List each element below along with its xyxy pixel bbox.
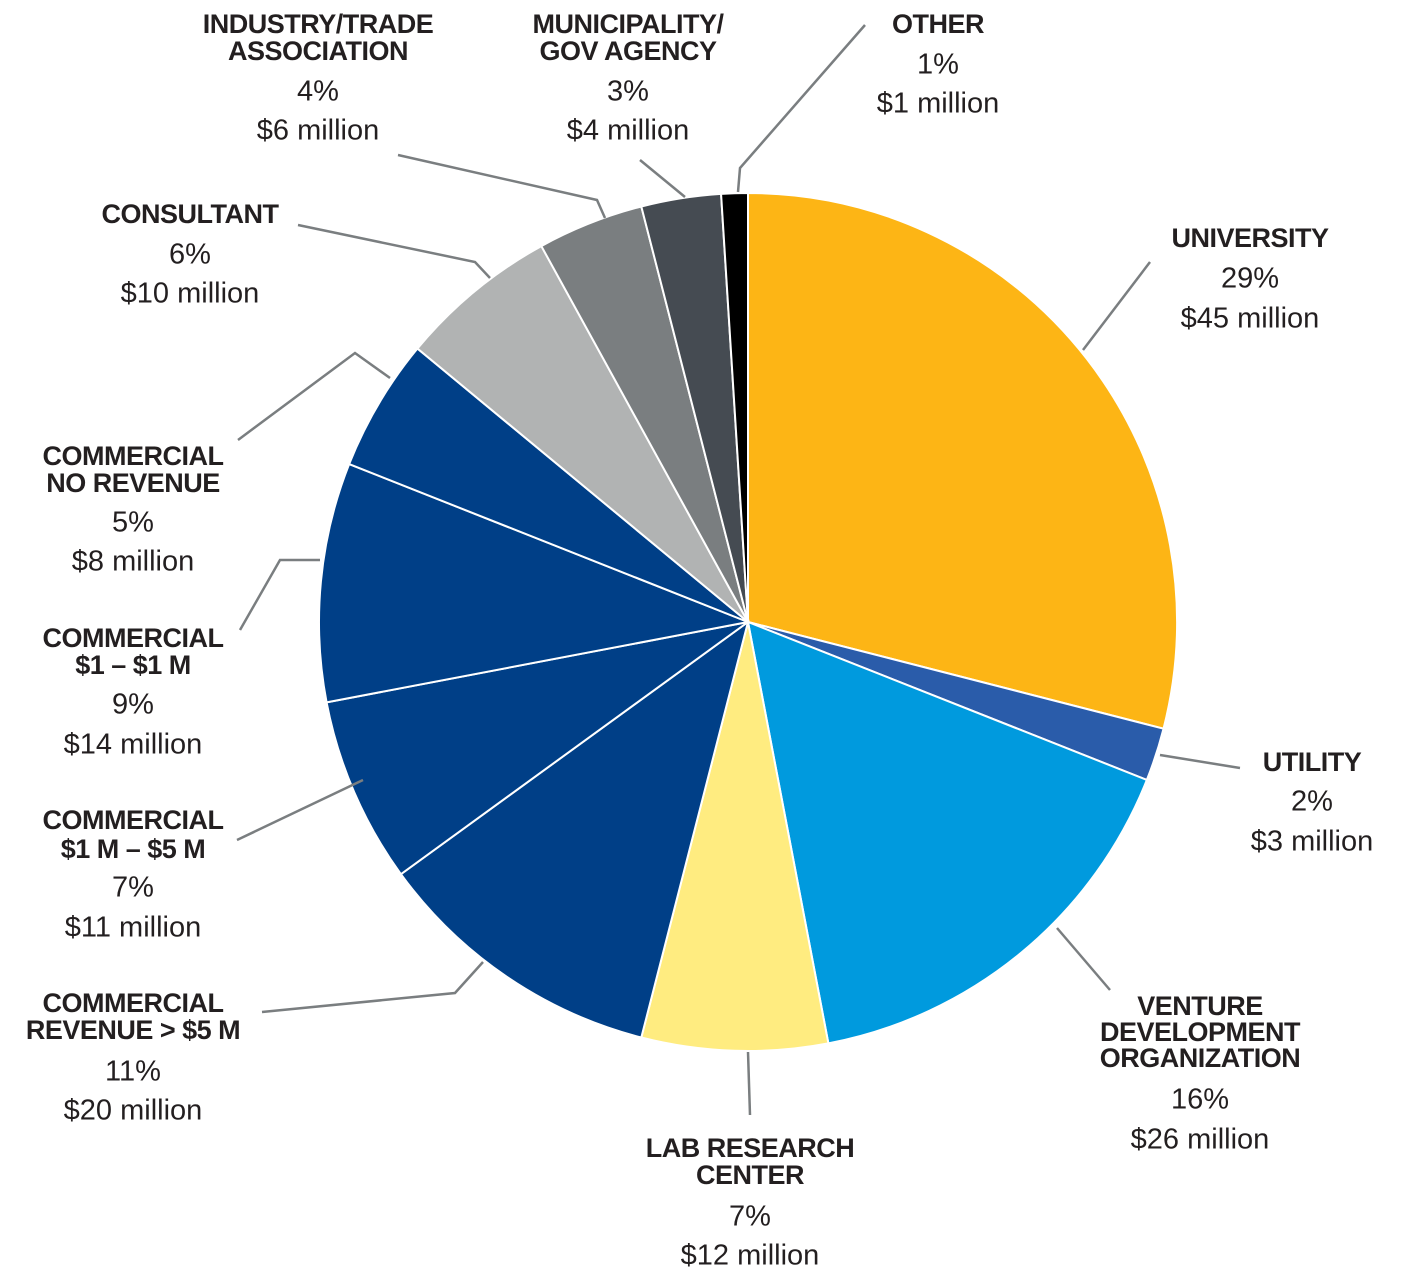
slice-label: ORGANIZATION [1100,1043,1300,1073]
percent-label: 6% [169,239,211,271]
slice-label: GOV AGENCY [539,36,717,66]
slice-label: UNIVERSITY [1171,223,1329,253]
percent-label: 1% [917,49,959,81]
amount-label: $14 million [64,729,203,761]
slice-label: $1 M – $5 M [61,834,206,864]
slice-label: LAB RESEARCH [646,1133,855,1163]
slice-label: OTHER [892,9,984,39]
leader-line [1056,927,1111,991]
leader-line [1082,261,1151,351]
amount-label: $4 million [567,115,690,147]
leader-line [237,351,391,442]
slice-label: INDUSTRY/TRADE [203,9,434,39]
percent-label: 2% [1291,786,1333,818]
slice-label: DEVELOPMENT [1100,1017,1301,1047]
slice-label: CENTER [696,1160,804,1190]
pie-slice [720,191,749,623]
slice-label: COMMERCIAL [43,805,224,835]
slice-label: UTILITY [1263,747,1362,777]
percent-label: 4% [297,76,339,108]
pie-slice [747,191,1178,730]
leader-line [397,153,607,219]
leader-line [297,223,491,279]
leader-line [746,1051,752,1116]
leader-line [261,961,484,1014]
amount-label: $20 million [64,1095,203,1127]
pie-slice [318,462,752,704]
percent-label: 9% [112,689,154,721]
percent-label: 7% [729,1201,771,1233]
amount-label: $3 million [1251,826,1374,858]
amount-label: $8 million [72,546,195,578]
leader-line [238,558,320,631]
slice-label: COMMERCIAL [43,623,224,653]
slice-label: VENTURE [1137,991,1263,1021]
leader-line [639,159,686,198]
pie-slice [640,621,830,1052]
amount-label: $1 million [877,88,1000,120]
slice-label: COMMERCIAL [43,988,224,1018]
leader-line [1159,753,1241,770]
amount-label: $10 million [121,278,260,310]
pie-slice [746,620,1149,1045]
amount-label: $45 million [1181,303,1320,335]
slice-label: REVENUE > $5 M [26,1015,240,1045]
percent-label: 3% [607,76,649,108]
percent-label: 5% [112,507,154,539]
slice-label: COMMERCIAL [43,441,224,471]
amount-label: $12 million [681,1240,820,1270]
percent-label: 7% [112,872,154,904]
pie-slice [325,621,749,876]
slice-label: CONSULTANT [102,199,280,229]
amount-label: $26 million [1131,1124,1270,1156]
amount-label: $6 million [257,115,380,147]
leader-line [236,778,364,842]
slice-label: $1 – $1 M [75,650,191,680]
percent-label: 16% [1171,1084,1229,1116]
pie-slice [399,619,750,1039]
slice-label: NO REVENUE [46,468,220,498]
pie-slice [416,244,749,623]
slice-label: ASSOCIATION [228,36,408,66]
percent-label: 11% [105,1056,161,1088]
leader-line [736,24,866,193]
percent-label: 29% [1221,263,1279,295]
amount-label: $11 million [65,912,201,944]
slice-label: MUNICIPALITY/ [533,9,725,39]
